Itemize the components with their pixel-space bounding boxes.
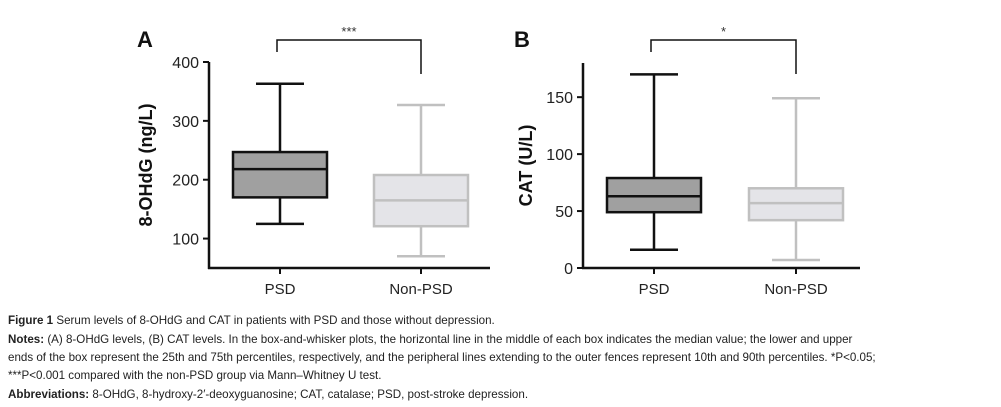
y-tick-label: 0: [564, 261, 573, 278]
x-tick-label: PSD: [265, 281, 296, 298]
y-tick-label: 50: [555, 204, 573, 221]
x-tick-label: PSD: [639, 281, 670, 298]
panel-label: A: [137, 27, 153, 52]
notes-line-2: ends of the box represent the 25th and 7…: [8, 351, 876, 364]
significance-bracket: [276, 39, 422, 74]
y-axis-label: CAT (U/L): [516, 125, 536, 207]
panel-label: B: [514, 27, 530, 52]
y-tick-label: 100: [546, 147, 573, 164]
y-axis-label: 8-OHdG (ng/L): [136, 104, 156, 227]
x-tick-label: Non-PSD: [764, 281, 828, 298]
notes-line-1: Notes: (A) 8-OHdG levels, (B) CAT levels…: [8, 333, 853, 346]
abbreviations: Abbreviations: 8-OHdG, 8-hydroxy-2′-deox…: [8, 388, 529, 401]
significance-label: *: [721, 24, 726, 39]
y-tick-label: 300: [172, 114, 199, 131]
significance-bracket: [650, 39, 797, 74]
y-tick-label: 200: [172, 173, 199, 190]
x-tick-label: Non-PSD: [389, 281, 453, 298]
notes-line-3: ***P<0.001 compared with the non-PSD gro…: [8, 369, 382, 382]
significance-label: ***: [341, 24, 356, 39]
figure-box-plots: A 100 200 300 400 8-OHdG (ng/L) PSD Non-PSD *** B…: [136, 24, 860, 298]
figure-title: Figure 1 Serum levels of 8-OHdG and CAT …: [8, 314, 495, 327]
y-tick-label: 150: [546, 90, 573, 107]
box-iqr: [231, 150, 329, 199]
y-tick-label: 100: [172, 232, 199, 249]
y-tick-label: 400: [172, 55, 199, 72]
